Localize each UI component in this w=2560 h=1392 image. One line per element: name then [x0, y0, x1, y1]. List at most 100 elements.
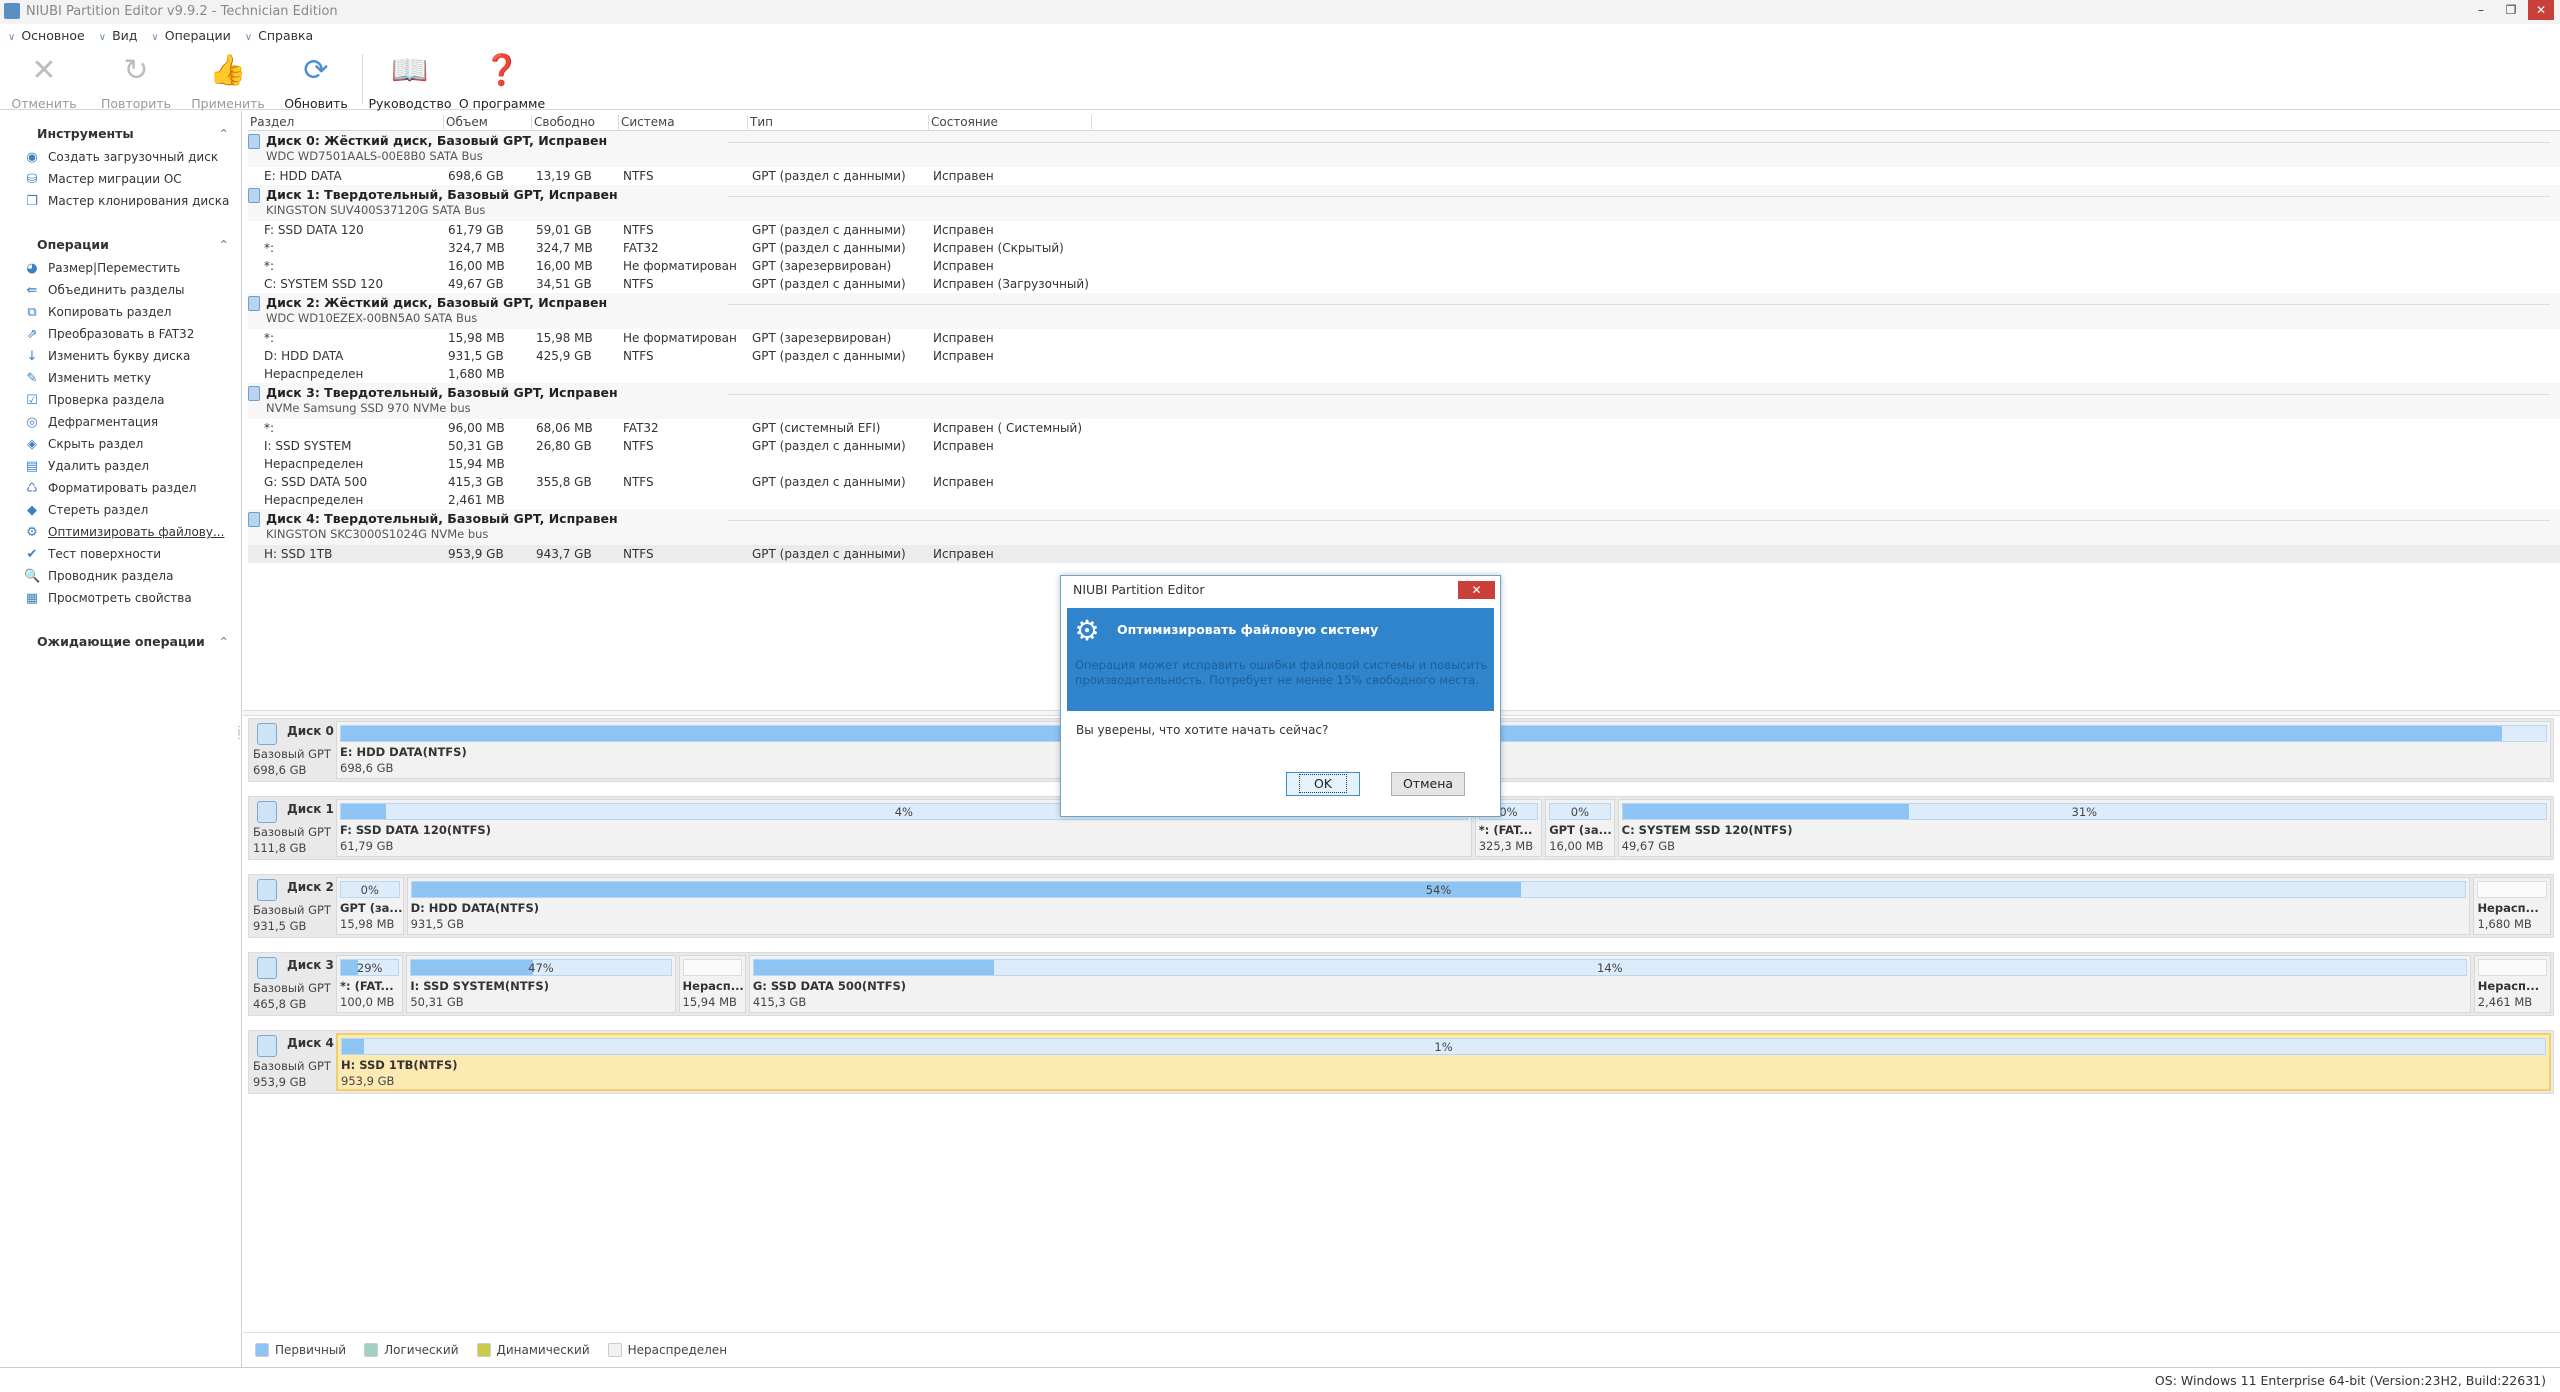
disk-model: KINGSTON SKC3000S1024G NVMe bus: [266, 527, 489, 541]
table-row[interactable]: F: SSD DATA 120 61,79 GB 59,01 GB NTFS GPT (…: [248, 221, 2560, 239]
partition-block[interactable]: 1% H: SSD 1TB(NTFS) 953,9 GB: [336, 1033, 2551, 1091]
sidebar-item[interactable]: ☑ Проверка раздела: [24, 393, 164, 408]
menu-3[interactable]: ∨ Справка: [245, 28, 313, 48]
sidebar-section-header[interactable]: Инструменты ⌃: [37, 126, 233, 141]
sidebar-item[interactable]: ⛁ Мастер миграции ОС: [24, 172, 182, 187]
sidebar-resize-handle[interactable]: ⋮ ⋮: [234, 725, 244, 741]
table-row[interactable]: Нераспределен 2,461 MB: [248, 491, 2560, 509]
partition-block[interactable]: 54% D: HDD DATA(NTFS) 931,5 GB: [406, 877, 2471, 935]
disk-panel[interactable]: Диск 2 Базовый GPT 931,5 GB 0% GPT (за... 15,…: [248, 874, 2554, 938]
disk-label[interactable]: Диск 4 Базовый GPT 953,9 GB: [249, 1031, 335, 1093]
merge-icon: ⇚: [26, 283, 38, 298]
disk-group-header[interactable]: Диск 1: Твердотельный, Базовый GPT, Испр…: [248, 185, 2560, 221]
sidebar-item[interactable]: ⚙ Оптимизировать файлову...: [24, 525, 224, 540]
partition-block[interactable]: Нерасп... 2,461 MB: [2473, 955, 2552, 1013]
table-row[interactable]: *: 324,7 MB 324,7 MB FAT32 GPT (раздел с дан…: [248, 239, 2560, 257]
column-header[interactable]: Состояние: [929, 115, 1092, 131]
divider: [728, 142, 2550, 143]
sidebar-item[interactable]: ⇗ Преобразовать в FAT32: [24, 327, 195, 342]
partition-size: 698,6 GB: [340, 761, 394, 775]
sidebar-item[interactable]: ✎ Изменить метку: [24, 371, 152, 386]
partition-block[interactable]: Нерасп... 15,94 MB: [678, 955, 746, 1013]
column-header[interactable]: Объем: [444, 115, 532, 131]
divider: [728, 394, 2550, 395]
sidebar-item[interactable]: ◕ Размер|Переместить: [24, 261, 180, 276]
sidebar-item[interactable]: ▤ Удалить раздел: [24, 459, 149, 474]
menu-2[interactable]: ∨ Операции: [151, 28, 230, 48]
sidebar-item[interactable]: ↓ Изменить букву диска: [24, 349, 191, 364]
chevron-up-icon[interactable]: ⌃: [218, 237, 229, 252]
disk-label[interactable]: Диск 3 Базовый GPT 465,8 GB: [249, 953, 335, 1015]
table-row[interactable]: *: 15,98 MB 15,98 MB Не форматирован GPT (за…: [248, 329, 2560, 347]
column-header[interactable]: Свободно: [532, 115, 619, 131]
toolbar-button-1[interactable]: ↻ Повторить: [91, 52, 181, 111]
toolbar-button-0[interactable]: ✕ Отменить: [0, 52, 89, 111]
disk-label[interactable]: Диск 2 Базовый GPT 931,5 GB: [249, 875, 335, 937]
table-row[interactable]: Нераспределен 15,94 MB: [248, 455, 2560, 473]
toolbar-button-5[interactable]: ❓ О программе: [457, 52, 547, 111]
table-row[interactable]: C: SYSTEM SSD 120 49,67 GB 34,51 GB NTFS GPT…: [248, 275, 2560, 293]
partition-block[interactable]: Нерасп... 1,680 MB: [2473, 877, 2551, 935]
partition-block[interactable]: 47% I: SSD SYSTEM(NTFS) 50,31 GB: [406, 955, 676, 1013]
column-header[interactable]: Тип: [748, 115, 929, 131]
table-row[interactable]: *: 16,00 MB 16,00 MB Не форматирован GPT (за…: [248, 257, 2560, 275]
disk-label[interactable]: Диск 1 Базовый GPT 111,8 GB: [249, 797, 335, 859]
menu-0[interactable]: ∨ Основное: [8, 28, 85, 48]
toolbar-button-3[interactable]: ⟳ Обновить: [271, 52, 361, 111]
table-cell: Нераспределен: [264, 367, 364, 381]
table-cell: 415,3 GB: [448, 475, 504, 489]
toolbar-button-2[interactable]: 👍 Применить: [183, 52, 273, 111]
ok-button[interactable]: OK: [1286, 772, 1360, 796]
sidebar-item[interactable]: 🔍 Проводник раздела: [24, 569, 173, 584]
sidebar-item[interactable]: ◈ Скрыть раздел: [24, 437, 143, 452]
partition-block[interactable]: 14% G: SSD DATA 500(NTFS) 415,3 GB: [748, 955, 2471, 1013]
menu-1[interactable]: ∨ Вид: [99, 28, 138, 48]
sidebar-item[interactable]: ◉ Создать загрузочный диск: [24, 150, 218, 165]
sidebar-item[interactable]: ♺ Форматировать раздел: [24, 481, 196, 496]
disk-panel[interactable]: Диск 1 Базовый GPT 111,8 GB 4% F: SSD DATA 1…: [248, 796, 2554, 860]
disk-group-header[interactable]: Диск 3: Твердотельный, Базовый GPT, Испр…: [248, 383, 2560, 419]
cancel-button[interactable]: Отмена: [1391, 772, 1465, 796]
partition-block[interactable]: 0% GPT (за... 16,00 MB: [1545, 799, 1615, 857]
dialog-close-button[interactable]: ✕: [1458, 581, 1495, 599]
sidebar-item[interactable]: ⧉ Копировать раздел: [24, 305, 171, 320]
table-row[interactable]: Нераспределен 1,680 MB: [248, 365, 2560, 383]
sidebar-section-header[interactable]: Ожидающие операции ⌃: [37, 634, 233, 649]
sidebar-item[interactable]: ✔ Тест поверхности: [24, 547, 162, 562]
partition-block[interactable]: 29% *: (FAT... 100,0 MB: [336, 955, 404, 1013]
restore-button[interactable]: ❐: [2505, 3, 2517, 17]
close-window-button[interactable]: ✕: [2528, 0, 2554, 20]
optimize-icon: ⚙: [26, 525, 38, 540]
table-cell: Исправен: [933, 439, 994, 453]
table-row[interactable]: H: SSD 1TB 953,9 GB 943,7 GB NTFS GPT (разде…: [248, 545, 2560, 563]
column-header[interactable]: Система: [619, 115, 748, 131]
sidebar-item[interactable]: ⇚ Объединить разделы: [24, 283, 185, 298]
sidebar-item[interactable]: ▦ Просмотреть свойства: [24, 591, 192, 606]
partition-table: Раздел Объем Свободно Система Тип Состояние Д…: [248, 113, 2560, 710]
chevron-up-icon[interactable]: ⌃: [218, 126, 229, 141]
table-row[interactable]: D: HDD DATA 931,5 GB 425,9 GB NTFS GPT (разд…: [248, 347, 2560, 365]
table-row[interactable]: G: SSD DATA 500 415,3 GB 355,8 GB NTFS GPT (…: [248, 473, 2560, 491]
disk-panel[interactable]: Диск 4 Базовый GPT 953,9 GB 1% H: SSD 1TB(NT…: [248, 1030, 2554, 1094]
disk-group-header[interactable]: Диск 0: Жёсткий диск, Базовый GPT, Испра…: [248, 131, 2560, 167]
chevron-up-icon[interactable]: ⌃: [218, 634, 229, 649]
table-row[interactable]: I: SSD SYSTEM 50,31 GB 26,80 GB NTFS GPT (ра…: [248, 437, 2560, 455]
sidebar-item[interactable]: ❐ Мастер клонирования диска: [24, 194, 229, 209]
partition-block[interactable]: 31% C: SYSTEM SSD 120(NTFS) 49,67 GB: [1617, 799, 2552, 857]
disk-label[interactable]: Диск 0 Базовый GPT 698,6 GB: [249, 719, 335, 781]
column-header[interactable]: Раздел: [248, 115, 444, 131]
disk-group-header[interactable]: Диск 4: Твердотельный, Базовый GPT, Испр…: [248, 509, 2560, 545]
table-row[interactable]: E: HDD DATA 698,6 GB 13,19 GB NTFS GPT (разд…: [248, 167, 2560, 185]
table-cell: *:: [264, 241, 275, 255]
partition-block[interactable]: 0% GPT (за... 15,98 MB: [336, 877, 404, 935]
table-cell: Исправен: [933, 331, 994, 345]
table-cell: NTFS: [623, 349, 654, 363]
table-row[interactable]: *: 96,00 MB 68,06 MB FAT32 GPT (системный EF…: [248, 419, 2560, 437]
disk-group-header[interactable]: Диск 2: Жёсткий диск, Базовый GPT, Испра…: [248, 293, 2560, 329]
sidebar-section-header[interactable]: Операции ⌃: [37, 237, 233, 252]
minimize-button[interactable]: –: [2478, 3, 2484, 17]
toolbar-button-4[interactable]: 📖 Руководство: [365, 52, 455, 111]
sidebar-item[interactable]: ◆ Стереть раздел: [24, 503, 148, 518]
disk-panel[interactable]: Диск 3 Базовый GPT 465,8 GB 29% *: (FAT... 10…: [248, 952, 2554, 1016]
sidebar-item[interactable]: ◎ Дефрагментация: [24, 415, 158, 430]
